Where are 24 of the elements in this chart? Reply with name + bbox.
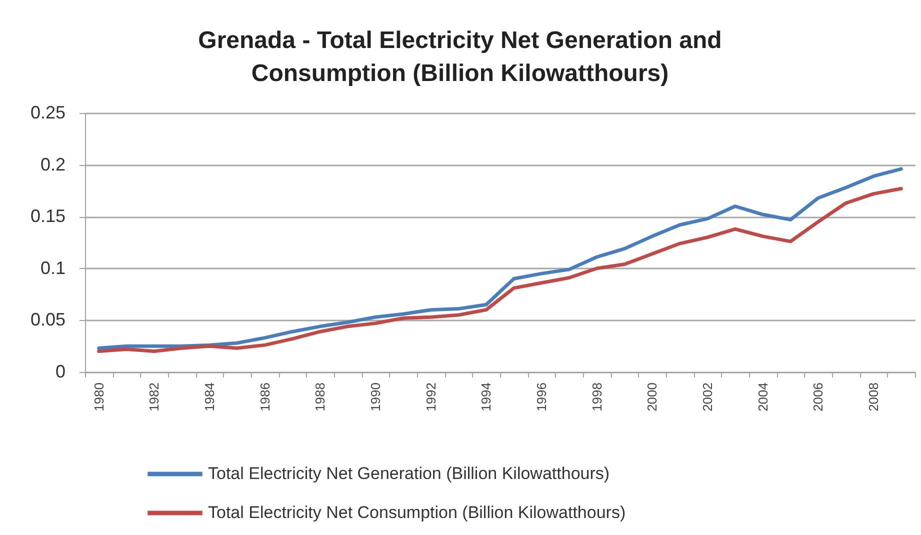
x-tick-label: 1988: [312, 382, 328, 412]
x-tick-label: 2002: [700, 382, 715, 412]
y-tick-label: 0: [55, 362, 66, 382]
x-tick-label: 1994: [478, 382, 494, 412]
y-tick-label: 0.25: [30, 102, 66, 122]
legend-label: Total Electricity Net Consumption (Billion Kilowatthours): [208, 503, 626, 522]
x-tick-label: 1998: [589, 382, 604, 412]
x-tick-label: 2000: [644, 382, 660, 412]
y-tick-label: 0.1: [40, 258, 66, 278]
x-tick-label: 2008: [866, 382, 881, 412]
x-tick-label: 1992: [423, 382, 438, 412]
y-tick-label: 0.05: [30, 310, 66, 330]
x-tick-label: 1982: [146, 382, 162, 412]
x-tick-label: 1986: [257, 382, 272, 412]
legend-label: Total Electricity Net Generation (Billion Kilowatthours): [208, 464, 610, 483]
x-tick-label: 2006: [810, 382, 826, 412]
y-tick-label: 0.15: [30, 206, 66, 226]
x-tick-label: 1990: [368, 382, 383, 412]
x-tick-label: 1996: [534, 382, 549, 412]
x-tick-label: 1980: [91, 382, 106, 412]
x-tick-label: 1984: [202, 382, 217, 412]
y-tick-label: 0.2: [40, 154, 66, 174]
chart-title: Grenada - Total Electricity Net Generation and Consumption (Billion Kilowatthours): [198, 27, 722, 87]
x-tick-label: 2004: [755, 382, 770, 412]
